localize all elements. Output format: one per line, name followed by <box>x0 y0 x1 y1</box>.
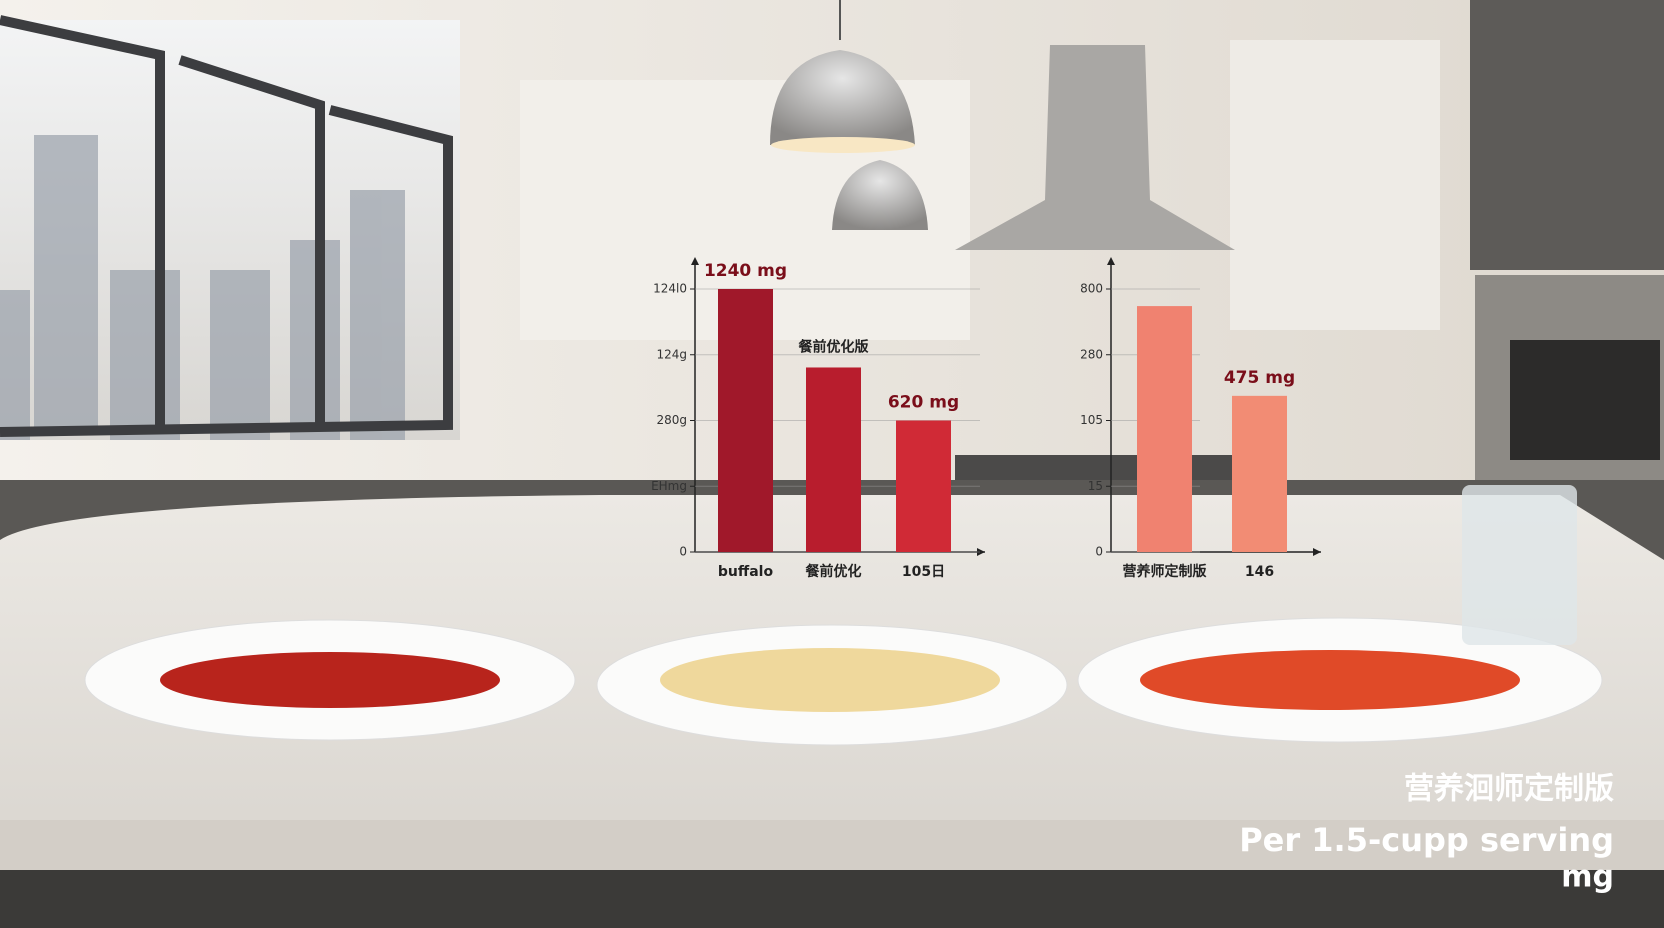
value-label: 620 mg <box>888 393 959 413</box>
pasta <box>660 648 1000 712</box>
bar <box>1232 395 1287 552</box>
x-tick-label: 105日 <box>902 564 945 580</box>
pendant-lamp <box>832 160 928 230</box>
axis-arrow <box>1313 548 1321 556</box>
bar <box>806 367 861 552</box>
value-label: 1240 mg <box>704 261 787 281</box>
glass <box>1462 485 1577 645</box>
y-tick-label: 800 <box>1080 282 1103 296</box>
x-tick-label: buffalo <box>718 564 774 580</box>
oven-door <box>1510 340 1660 460</box>
y-tick-label: 280g <box>656 413 687 427</box>
tall-cabinet <box>1470 0 1664 270</box>
y-tick-label: 0 <box>679 545 687 559</box>
caption-title: 营养洄师定制版 <box>1404 772 1614 807</box>
bar <box>1137 306 1192 552</box>
axis-arrow <box>977 548 985 556</box>
hood <box>955 45 1235 250</box>
pendant-lamp <box>770 50 915 145</box>
window-frame <box>0 15 453 437</box>
axis-arrow <box>1107 257 1115 265</box>
y-tick-label: 15 <box>1088 479 1103 493</box>
counter-edge <box>0 820 1664 870</box>
y-tick-label: EHmg <box>651 479 687 493</box>
chicken-dish <box>1140 650 1520 710</box>
y-tick-label: 124g <box>656 347 687 361</box>
lamp-glow <box>771 137 915 153</box>
bar <box>896 420 951 552</box>
x-tick-label: 营养师定制版 <box>1123 563 1207 580</box>
charts: 0 EHmg 280g 124g 124l0 buffalo 1240 mg 餐前优化 餐前优化… <box>651 257 1321 580</box>
annotation: 餐前优化版 <box>798 338 869 355</box>
y-tick-label: 124l0 <box>653 282 687 296</box>
caption-subtitle: Per 1.5-cupp serving <box>1239 821 1614 859</box>
bar <box>718 289 773 552</box>
y-tick-label: 0 <box>1095 545 1103 559</box>
axis-arrow <box>691 257 699 265</box>
x-tick-label: 餐前优化 <box>805 563 862 580</box>
x-tick-label: 146 <box>1245 564 1274 580</box>
island-base <box>0 870 1664 928</box>
y-tick-label: 280 <box>1080 347 1103 361</box>
value-label: 475 mg <box>1224 368 1295 388</box>
caption-unit: mg <box>1561 860 1614 895</box>
cabinets <box>1230 40 1440 330</box>
wings <box>160 652 500 708</box>
y-tick-label: 105 <box>1080 413 1103 427</box>
